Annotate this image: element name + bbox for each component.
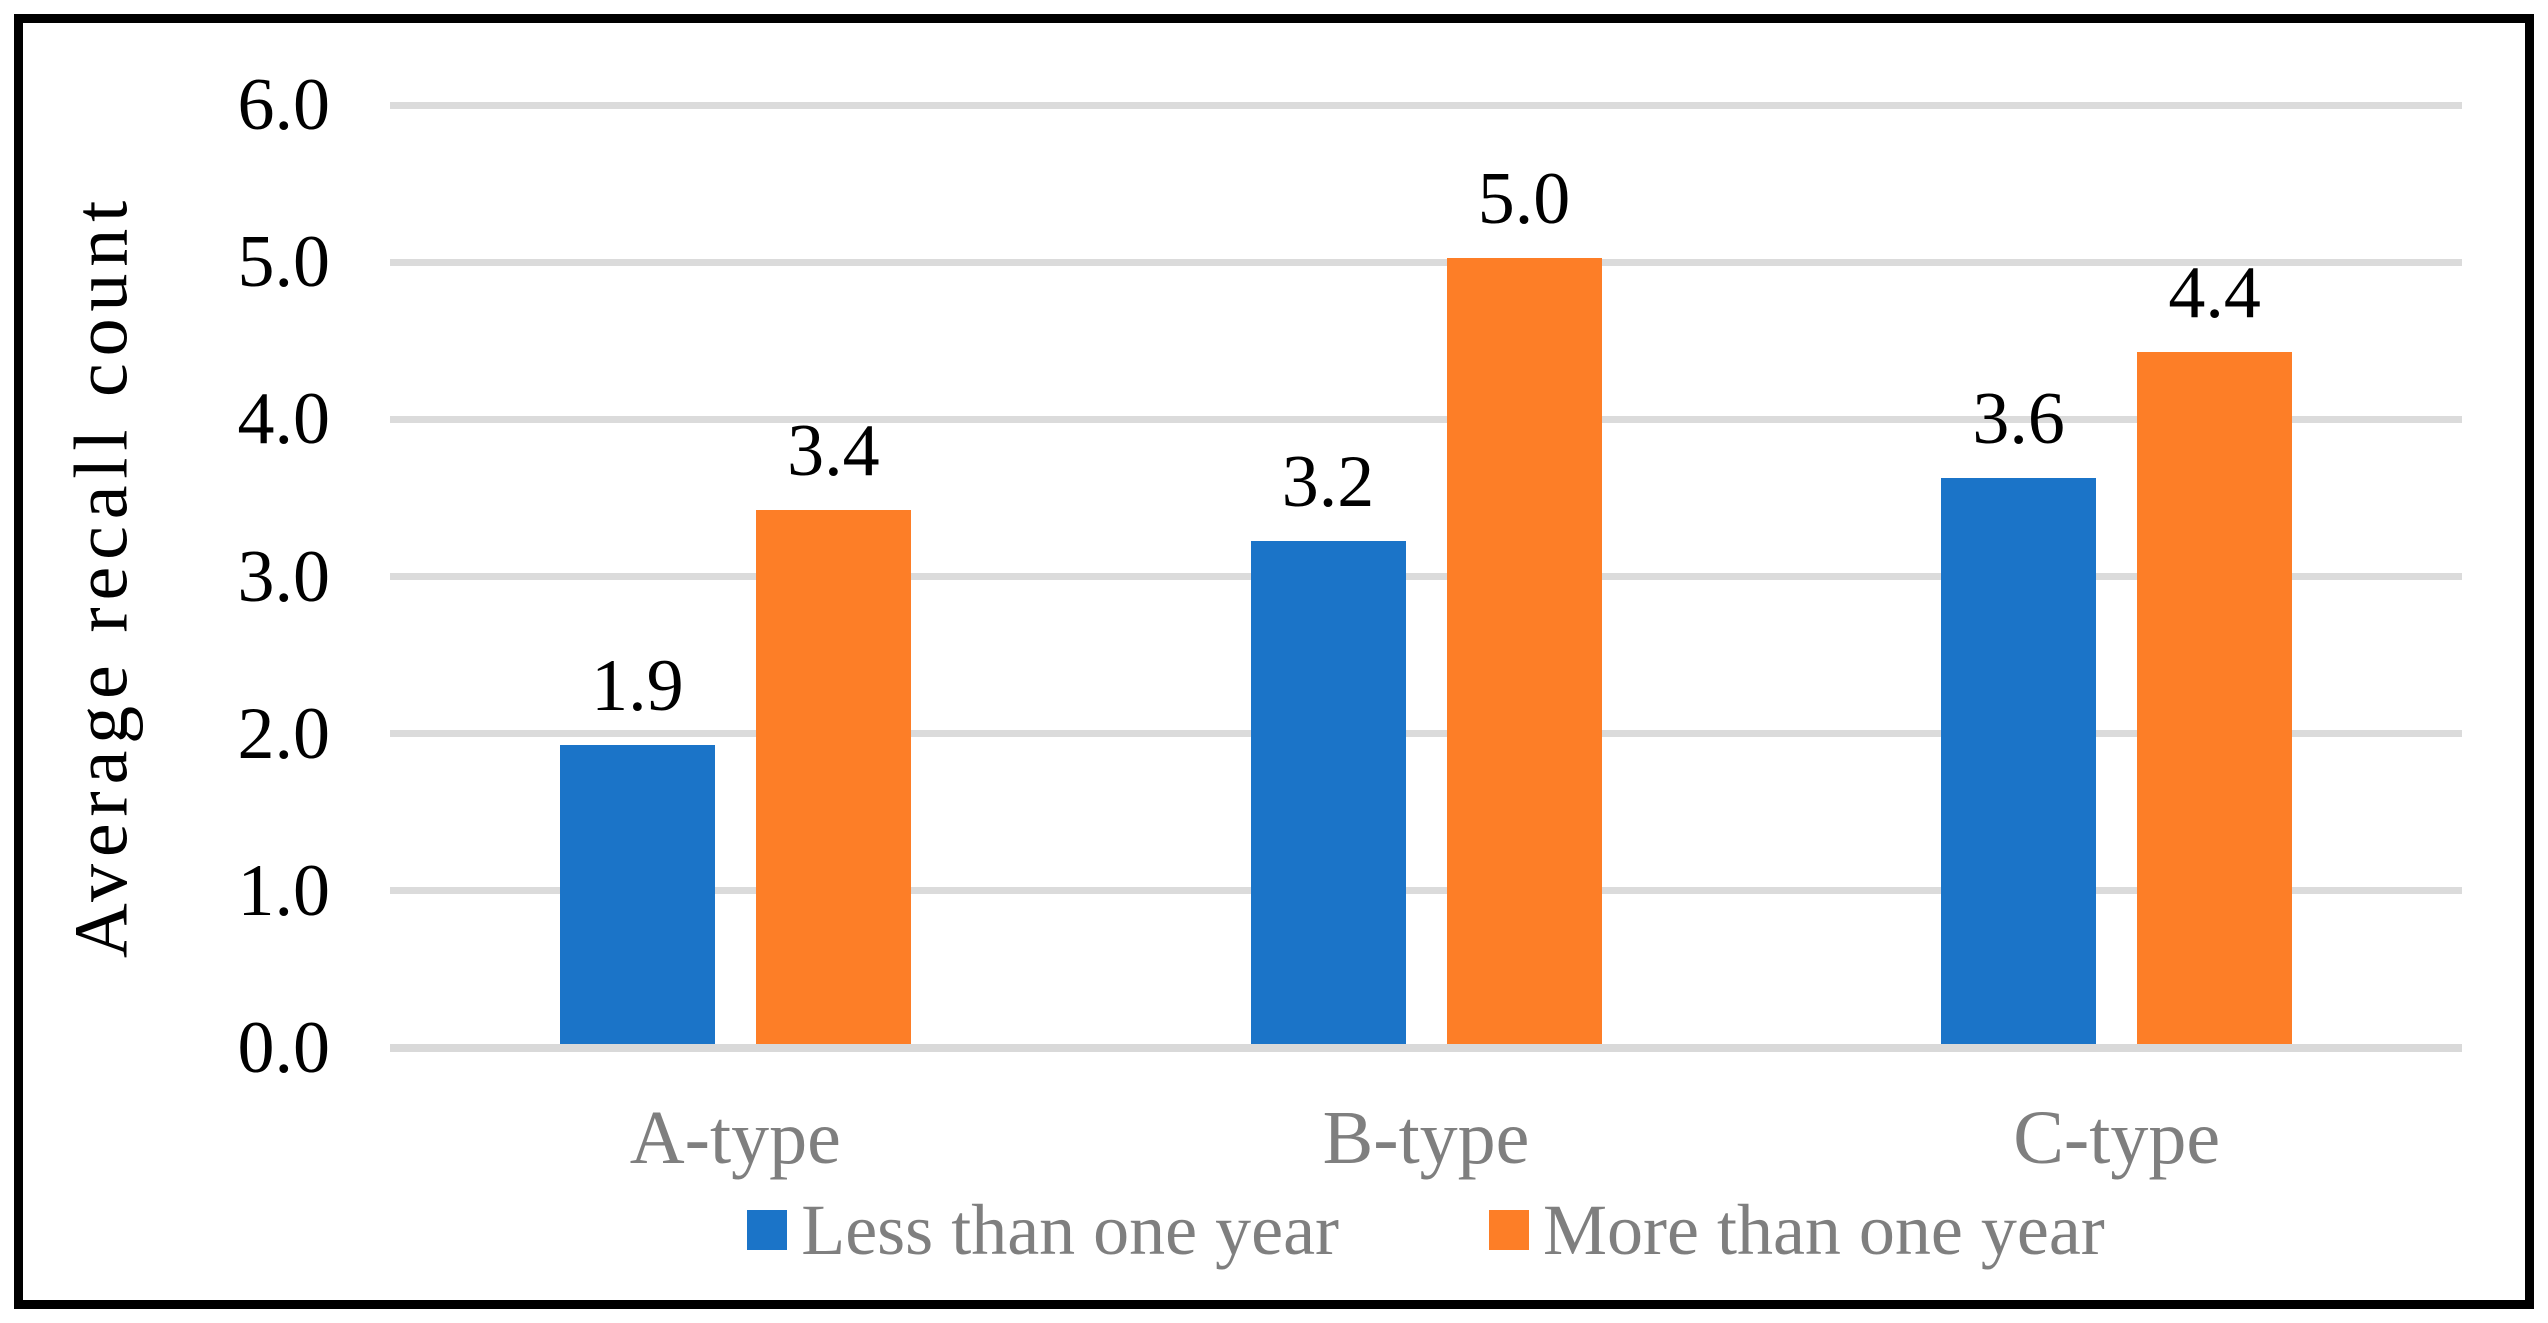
bar-C-type-series-2 xyxy=(2137,352,2293,1044)
value-label-C-type-series-2: 4.4 xyxy=(2168,252,2261,335)
x-category-label-A-type: A-type xyxy=(629,1096,841,1180)
plot-area: 1.9 3.4 3.2 5.0 3.6 4.4 xyxy=(390,101,2462,1052)
legend-item-1: Less than one year xyxy=(747,1194,1339,1266)
y-tick-label-1.0: 1.0 xyxy=(237,849,331,932)
gridline-y-5.0 xyxy=(390,258,2462,266)
value-label-B-type-series-1: 3.2 xyxy=(1281,441,1375,524)
legend: Less than one year More than one year xyxy=(390,1194,2462,1266)
x-category-label-B-type: B-type xyxy=(1322,1096,1530,1180)
legend-swatch-icon xyxy=(747,1210,788,1250)
value-label-C-type-series-1: 3.6 xyxy=(1972,378,2065,461)
gridline-y-6.0 xyxy=(390,101,2462,109)
x-axis-line xyxy=(390,1044,2462,1052)
value-label-A-type-series-1: 1.9 xyxy=(591,645,684,728)
x-category-label-C-type: C-type xyxy=(2013,1096,2221,1180)
gridline-y-4.0 xyxy=(390,415,2462,423)
gridline-y-2.0 xyxy=(390,730,2462,738)
legend-label: Less than one year xyxy=(801,1190,1340,1270)
y-tick-label-2.0: 2.0 xyxy=(237,692,331,775)
bar-C-type-series-1 xyxy=(1941,478,2097,1044)
bar-B-type-series-2 xyxy=(1446,258,1602,1044)
bar-A-type-series-2 xyxy=(755,509,911,1044)
y-tick-label-3.0: 3.0 xyxy=(237,535,331,618)
bar-B-type-series-1 xyxy=(1250,541,1406,1044)
bar-A-type-series-1 xyxy=(559,745,715,1044)
gridline-y-3.0 xyxy=(390,573,2462,580)
value-label-A-type-series-2: 3.4 xyxy=(787,409,880,492)
y-tick-label-4.0: 4.0 xyxy=(237,378,331,461)
legend-swatch-icon xyxy=(1489,1210,1530,1250)
figure-border xyxy=(14,14,2534,1309)
y-tick-label-6.0: 6.0 xyxy=(237,64,331,146)
y-tick-label-0.0: 0.0 xyxy=(237,1007,331,1089)
gridline-y-1.0 xyxy=(390,887,2462,895)
legend-item-2: More than one year xyxy=(1489,1194,2105,1266)
value-label-B-type-series-2: 5.0 xyxy=(1477,158,1571,241)
legend-label: More than one year xyxy=(1543,1190,2105,1270)
y-tick-label-5.0: 5.0 xyxy=(237,221,331,304)
